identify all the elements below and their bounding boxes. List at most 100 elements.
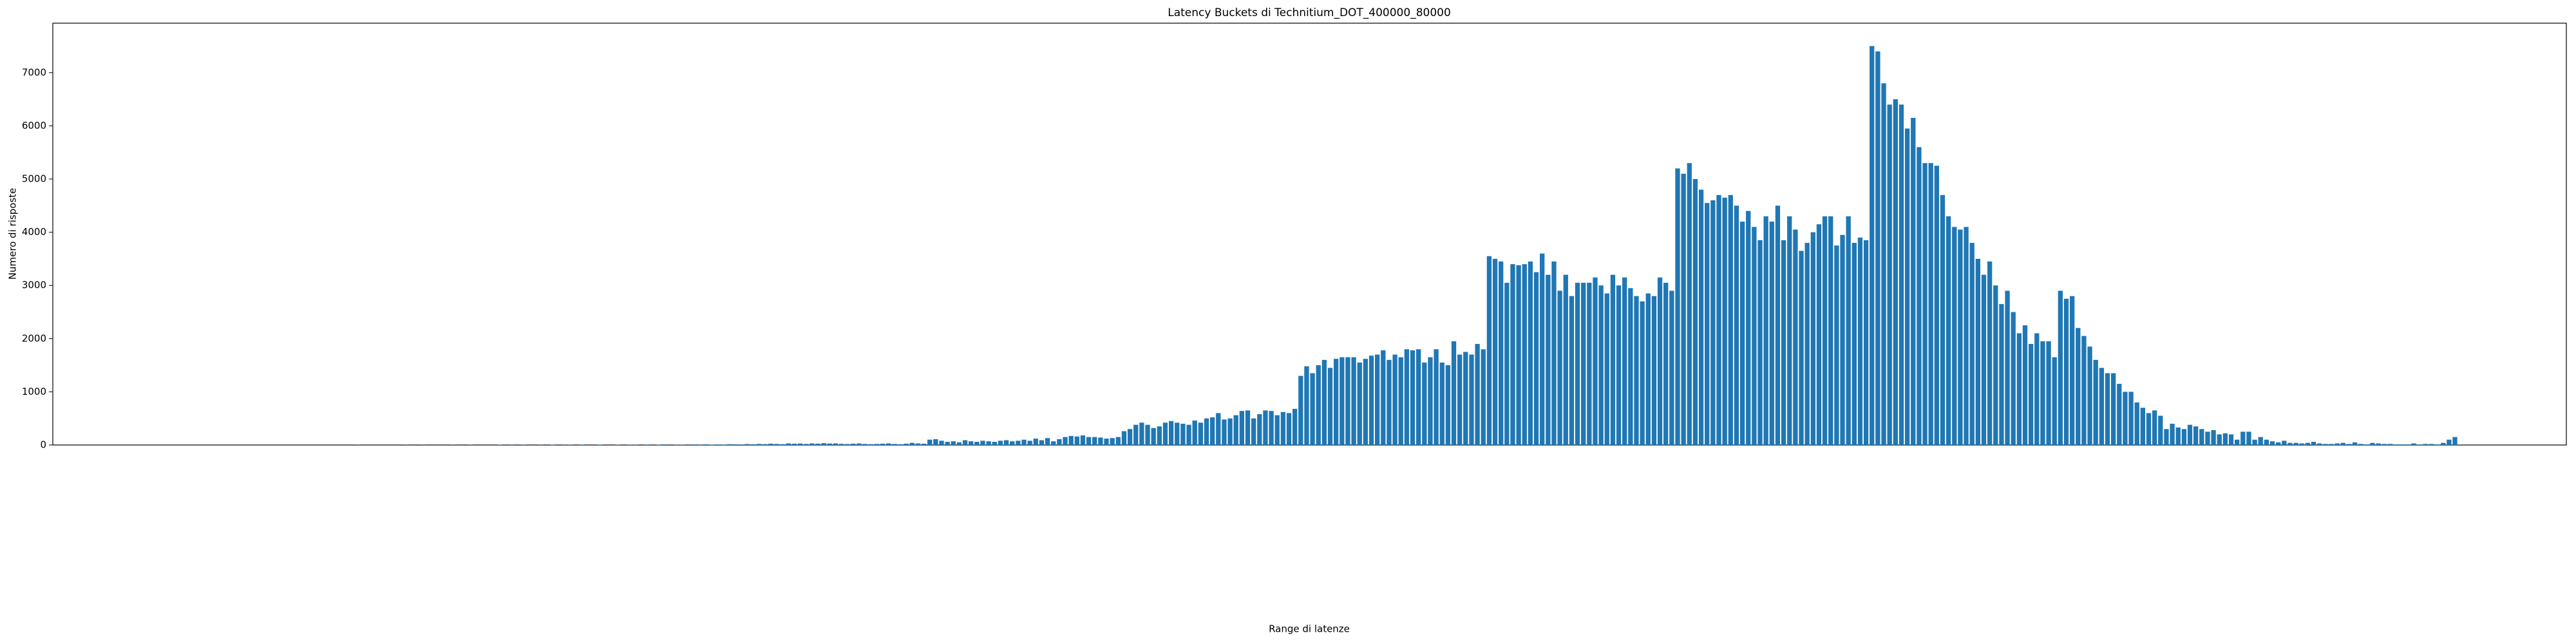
bar xyxy=(2235,439,2240,445)
bar xyxy=(2099,368,2105,445)
bar xyxy=(1298,375,1303,445)
bar xyxy=(1368,355,1374,445)
bar xyxy=(1045,438,1050,445)
bar xyxy=(1003,440,1009,445)
bar xyxy=(1687,163,1692,445)
bar xyxy=(1363,359,1368,445)
bar xyxy=(974,442,980,445)
bar xyxy=(1863,240,1869,445)
bar xyxy=(927,439,933,445)
bar xyxy=(1404,349,1410,445)
bar xyxy=(1705,203,1710,445)
bar xyxy=(1151,428,1156,445)
bar xyxy=(1345,357,1350,445)
bar xyxy=(2140,408,2146,445)
bar xyxy=(1569,296,1575,445)
bar xyxy=(2034,333,2040,445)
bar xyxy=(1416,349,1421,445)
bar xyxy=(733,444,738,445)
bar xyxy=(2282,440,2287,445)
bar xyxy=(2205,431,2210,445)
y-tick-label: 4000 xyxy=(22,226,46,238)
bar xyxy=(1528,261,1533,445)
bar xyxy=(1852,243,1857,445)
bar xyxy=(1546,274,1551,445)
bar xyxy=(1092,437,1097,445)
bar xyxy=(697,444,703,445)
bar xyxy=(2134,402,2139,445)
bar xyxy=(1398,357,1403,445)
bar xyxy=(1793,229,1798,445)
bar xyxy=(851,443,856,445)
bar xyxy=(1192,421,1197,445)
bar xyxy=(1622,277,1627,445)
bar xyxy=(2063,298,2069,445)
bar xyxy=(2069,296,2075,445)
bar xyxy=(1799,251,1804,445)
bar xyxy=(1051,441,1056,445)
bar xyxy=(1598,285,1604,445)
bar xyxy=(1993,285,1998,445)
bar xyxy=(898,444,903,445)
bar xyxy=(1816,224,1822,445)
bar xyxy=(2164,429,2169,445)
y-tick-label: 1000 xyxy=(22,386,46,397)
bar xyxy=(845,444,850,445)
bar xyxy=(1752,227,1757,445)
bar xyxy=(780,444,785,445)
bar xyxy=(2005,290,2010,445)
bar xyxy=(2264,439,2269,445)
bar xyxy=(2429,444,2434,445)
bar xyxy=(1875,51,1880,445)
bar xyxy=(1763,216,1768,445)
bar xyxy=(703,444,708,445)
bar xyxy=(1893,99,1898,446)
bar xyxy=(1716,194,1721,445)
bar xyxy=(2158,415,2163,445)
bar xyxy=(1392,354,1397,445)
bar xyxy=(1033,439,1038,445)
bar xyxy=(2276,442,2281,445)
bar xyxy=(580,444,585,445)
bar xyxy=(2110,373,2116,445)
bar xyxy=(1940,194,1946,445)
bar xyxy=(2117,384,2122,445)
bar xyxy=(2128,392,2134,445)
bar xyxy=(1239,411,1245,445)
bar xyxy=(1227,418,1233,445)
bar xyxy=(2152,410,2157,445)
bar xyxy=(862,444,867,445)
bar xyxy=(721,444,726,445)
bar xyxy=(2423,444,2428,445)
bar xyxy=(1175,422,1180,445)
bar xyxy=(1180,423,1186,445)
bar xyxy=(1304,366,1309,445)
y-tick-label: 7000 xyxy=(22,66,46,78)
bar xyxy=(2211,430,2216,445)
bar xyxy=(1286,413,1292,445)
bar xyxy=(692,444,697,445)
bar xyxy=(2417,444,2422,445)
bar xyxy=(1374,354,1380,445)
bar xyxy=(1504,283,1510,445)
chart-title: Latency Buckets di Technitium_DOT_400000… xyxy=(1168,6,1451,19)
bar xyxy=(2181,429,2187,445)
bar xyxy=(1216,413,1221,445)
bar xyxy=(786,443,791,445)
bar xyxy=(1681,173,1686,445)
bar xyxy=(1739,222,1745,445)
bar xyxy=(1969,243,1975,445)
bar xyxy=(1057,439,1062,445)
bar xyxy=(2228,434,2234,445)
bar xyxy=(1439,362,1444,445)
bar xyxy=(2105,373,2110,445)
bar xyxy=(1292,408,1298,445)
bar xyxy=(1917,147,1922,446)
bar xyxy=(815,443,820,445)
bar xyxy=(1533,272,1539,445)
bar xyxy=(2340,442,2345,445)
bar xyxy=(2016,333,2022,445)
bar xyxy=(2305,442,2311,445)
bar xyxy=(2441,442,2446,445)
bar xyxy=(1274,415,1280,445)
